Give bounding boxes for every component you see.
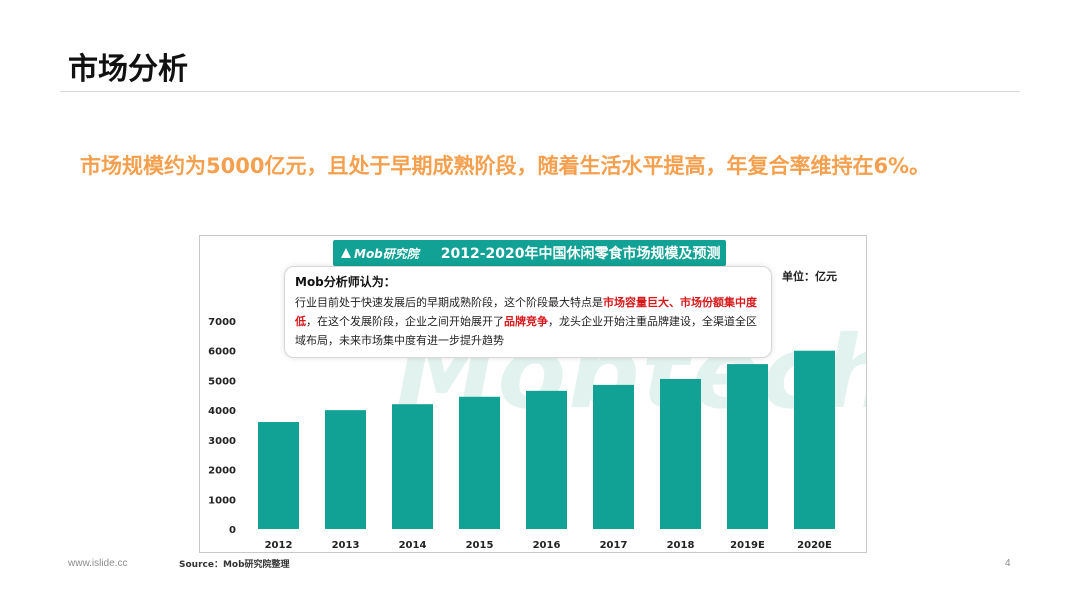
analyst-highlight-capacity: 市场容量巨大、市场份额集中度低 <box>295 296 757 328</box>
chart-title: 2012-2020年中国休闲零食市场规模及预测 <box>440 246 721 262</box>
chart-figure: Mobtech 0 1000 2000 3000 4000 5000 6000 7000 201… <box>199 235 867 553</box>
bar-2020E <box>794 350 835 529</box>
footer-url: www.islide.cc <box>68 558 128 569</box>
chart-header: Mob研究院 2012-2020年中国休闲零食市场规模及预测 <box>333 240 726 266</box>
analyst-heading: Mob分析师认为： <box>295 275 396 289</box>
x-tick-label: 2016 <box>533 540 561 551</box>
x-tick-label: 2015 <box>466 540 494 551</box>
bar-chart: 0 1000 2000 3000 4000 5000 6000 7000 2012 2013 201… <box>208 317 835 551</box>
y-tick-label: 7000 <box>208 317 236 328</box>
y-tick-label: 2000 <box>208 466 236 477</box>
bar-2018 <box>660 378 701 529</box>
slide-title: 市场分析 <box>68 52 188 87</box>
headline-text: 市场规模约为5000亿元，且处于早期成熟阶段，随着生活水平提高，年复合率维持在6… <box>80 154 931 178</box>
x-tick-label: 2020E <box>797 540 832 551</box>
analyst-highlight-brand: 品牌竞争 <box>504 315 548 328</box>
y-tick-label: 3000 <box>208 436 236 447</box>
analyst-text-seg1: 行业目前处于快速发展后的早期成熟阶段，这个阶段最大特点是 <box>295 296 603 309</box>
bar-2016 <box>526 390 567 529</box>
x-tick-label: 2019E <box>730 540 765 551</box>
y-tick-label: 1000 <box>208 495 236 506</box>
x-tick-label: 2012 <box>265 540 293 551</box>
x-tick-label: 2013 <box>332 540 360 551</box>
y-tick-label: 4000 <box>208 406 236 417</box>
y-tick-label: 5000 <box>208 376 236 387</box>
x-tick-label: 2014 <box>399 540 427 551</box>
mob-logo: Mob研究院 <box>341 245 419 262</box>
analyst-text: 行业目前处于快速发展后的早期成熟阶段，这个阶段最大特点是市场容量巨大、市场份额集… <box>295 293 761 350</box>
bar-2019E <box>727 364 768 529</box>
bar-2017 <box>593 384 634 529</box>
bar-2013 <box>325 410 366 529</box>
analyst-text-seg3: ，龙头企业开始注重品牌建设，全渠道全区域布局，未来市场集中度有进一步提升趋势 <box>295 315 757 347</box>
bar-2014 <box>392 404 433 529</box>
mob-logo-text: Mob研究院 <box>354 246 419 261</box>
bar-2015 <box>459 396 500 529</box>
y-tick-label: 0 <box>229 525 236 536</box>
unit-label: 单位：亿元 <box>782 270 837 283</box>
y-tick-label: 6000 <box>208 347 236 358</box>
page-number: 4 <box>1005 558 1011 569</box>
source-note: Source：Mob研究院整理 <box>179 560 290 570</box>
bar-2012 <box>258 422 299 529</box>
analyst-callout: Mob分析师认为： 行业目前处于快速发展后的早期成熟阶段，这个阶段最大特点是市场… <box>284 266 772 358</box>
title-divider <box>60 91 1020 92</box>
analyst-text-seg2: ，在这个发展阶段，企业之间开始展开了 <box>306 315 504 328</box>
x-tick-label: 2018 <box>667 540 695 551</box>
mob-logo-icon <box>341 248 351 258</box>
x-tick-label: 2017 <box>600 540 628 551</box>
